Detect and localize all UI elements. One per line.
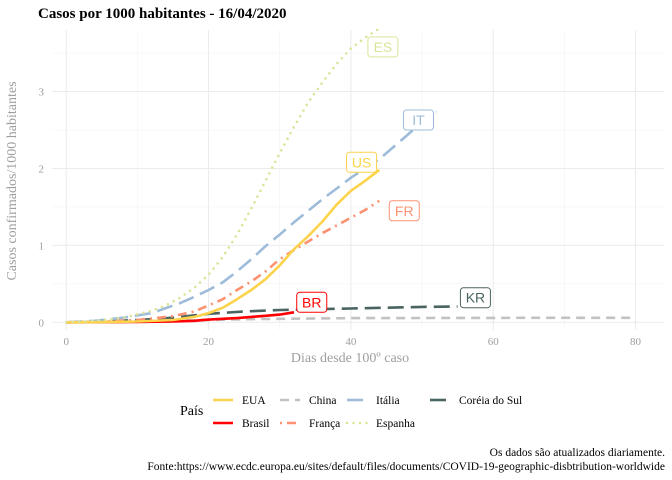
series-label-us: US: [346, 151, 378, 173]
series-label-text: US: [352, 154, 371, 170]
y-axis-title: Casos confirmados/1000 habitantes: [5, 81, 20, 280]
legend-item-espanha: Espanha: [345, 418, 415, 430]
series-line-franca: [66, 199, 381, 324]
chart-title: Casos por 1000 habitantes - 16/04/2020: [38, 6, 287, 22]
series-line-coreia-do-sul: [66, 305, 458, 324]
series-label-kr: KR: [459, 287, 491, 309]
series-label-es: ES: [367, 36, 399, 58]
x-axis-title: Dias desde 100º caso: [291, 351, 409, 366]
x-tick-label: 20: [203, 336, 215, 348]
series-lines: [64, 27, 636, 324]
legend-item-franca: França: [280, 418, 340, 430]
legend-label: Espanha: [376, 418, 415, 430]
series-label-text: IT: [412, 112, 425, 128]
series-label-fr: FR: [388, 200, 420, 222]
legend-item-brasil: Brasil: [213, 418, 269, 430]
legend-title: País: [180, 404, 203, 419]
series-label-br: BR: [296, 291, 328, 313]
legend-label: China: [309, 395, 336, 407]
caption-line-1: Os dados são atualizados diariamente.: [490, 447, 665, 459]
legend-label: Itália: [376, 395, 400, 407]
legend-label: EUA: [242, 395, 266, 407]
legend-label: Coréia do Sul: [459, 395, 522, 407]
y-tick-labels: 0 1 2 3: [39, 87, 45, 330]
legend-item-eua: EUA: [213, 395, 266, 407]
x-tick-label: 80: [630, 336, 642, 348]
legend-label: França: [309, 418, 340, 430]
series-label-text: FR: [395, 203, 414, 219]
series-line-espanha: [64, 27, 381, 324]
caption-line-2: Fonte:https://www.ecdc.europa.eu/sites/d…: [147, 461, 665, 473]
x-tick-label: 60: [488, 336, 500, 348]
y-tick-label: 1: [39, 240, 45, 252]
y-tick-label: 0: [39, 317, 45, 329]
series-label-it: IT: [402, 109, 434, 131]
series-label-text: ES: [374, 39, 393, 55]
legend: EUA China Itália Coréia do Sul Brasil França E…: [213, 395, 522, 430]
series-label-text: KR: [466, 290, 485, 306]
x-tick-label: 40: [345, 336, 357, 348]
y-tick-label: 3: [39, 87, 45, 99]
legend-item-coreia-do-sul: Coréia do Sul: [430, 395, 522, 407]
series-line-italia: [66, 110, 438, 324]
series-line-eua: [66, 168, 381, 324]
y-tick-label: 2: [39, 163, 45, 175]
series-label-text: BR: [302, 294, 321, 310]
x-tick-labels: 0 20 40 60 80: [63, 336, 641, 348]
series-labels: KR BR FR IT US ES: [296, 36, 491, 313]
legend-item-italia: Itália: [347, 395, 400, 407]
grid: [52, 30, 664, 330]
legend-item-china: China: [280, 395, 336, 407]
x-tick-label: 0: [63, 336, 69, 348]
legend-label: Brasil: [242, 418, 269, 430]
